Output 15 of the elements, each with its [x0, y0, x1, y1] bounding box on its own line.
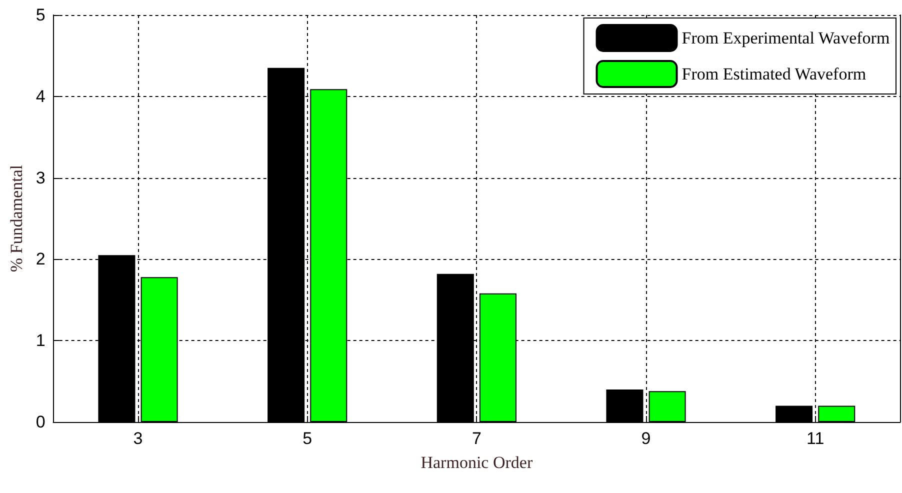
- x-tick-label: 11: [806, 429, 824, 448]
- x-axis-title: Harmonic Order: [420, 453, 533, 472]
- y-axis-title: % Fundamental: [7, 164, 26, 272]
- y-tick-label: 4: [36, 86, 46, 106]
- y-tick-label: 3: [36, 168, 46, 188]
- x-tick-label: 7: [472, 429, 482, 448]
- legend-label: From Experimental Waveform: [682, 28, 890, 48]
- x-tick-label: 3: [133, 429, 143, 448]
- y-tick-label: 2: [36, 250, 46, 269]
- x-tick-label: 5: [302, 429, 312, 448]
- x-tick-label: 9: [641, 429, 651, 448]
- legend-label: From Estimated Waveform: [682, 64, 866, 84]
- y-tick-label: 1: [36, 331, 46, 350]
- y-tick-label: 0: [36, 412, 46, 432]
- y-tick-label: 5: [36, 6, 46, 24]
